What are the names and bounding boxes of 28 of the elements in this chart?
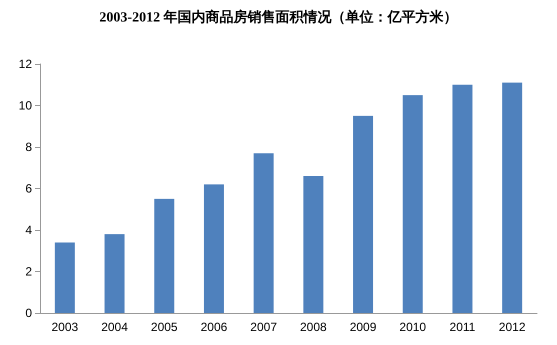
x-tick-label: 2009 [350,320,377,334]
bar [452,84,472,313]
y-tick-label: 8 [25,140,32,154]
x-tick-label: 2004 [101,320,128,334]
x-tick-label: 2011 [450,320,476,334]
x-tick-label: 2006 [200,320,228,334]
y-tick-label: 6 [25,182,32,196]
bar [204,184,224,313]
bar [303,176,324,313]
bar [54,242,75,313]
y-tick-label: 4 [25,223,32,237]
bar [353,116,374,313]
x-tick-label: 2010 [399,320,426,334]
x-tick-label: 2003 [52,320,79,334]
bar [254,153,274,313]
x-tick-label: 2012 [498,320,526,334]
y-tick-label: 2 [25,264,32,278]
y-tick-label: 12 [18,57,32,71]
x-tick-label: 2008 [300,320,328,334]
x-tick-label: 2005 [150,320,178,334]
x-tick-label: 2007 [250,320,278,334]
bar [154,198,174,313]
y-tick-label: 0 [25,306,32,320]
bar [502,82,522,313]
chart-title: 2003-2012 年国内商品房销售面积情况（单位：亿平方米） [99,8,458,26]
bar [104,234,125,313]
y-tick-label: 10 [18,98,32,112]
bar [402,95,423,313]
